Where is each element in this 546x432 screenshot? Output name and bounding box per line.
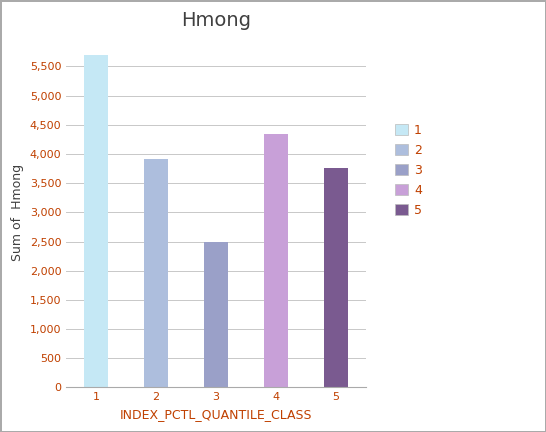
Bar <box>264 133 288 388</box>
Bar <box>84 55 108 388</box>
Legend: 1, 2, 3, 4, 5: 1, 2, 3, 4, 5 <box>391 121 426 220</box>
Title: Hmong: Hmong <box>181 11 251 30</box>
Y-axis label: Sum of  Hmong: Sum of Hmong <box>11 164 24 261</box>
X-axis label: INDEX_PCTL_QUANTILE_CLASS: INDEX_PCTL_QUANTILE_CLASS <box>120 408 312 421</box>
Bar <box>144 159 168 388</box>
Bar <box>324 168 348 388</box>
Bar <box>204 241 228 388</box>
